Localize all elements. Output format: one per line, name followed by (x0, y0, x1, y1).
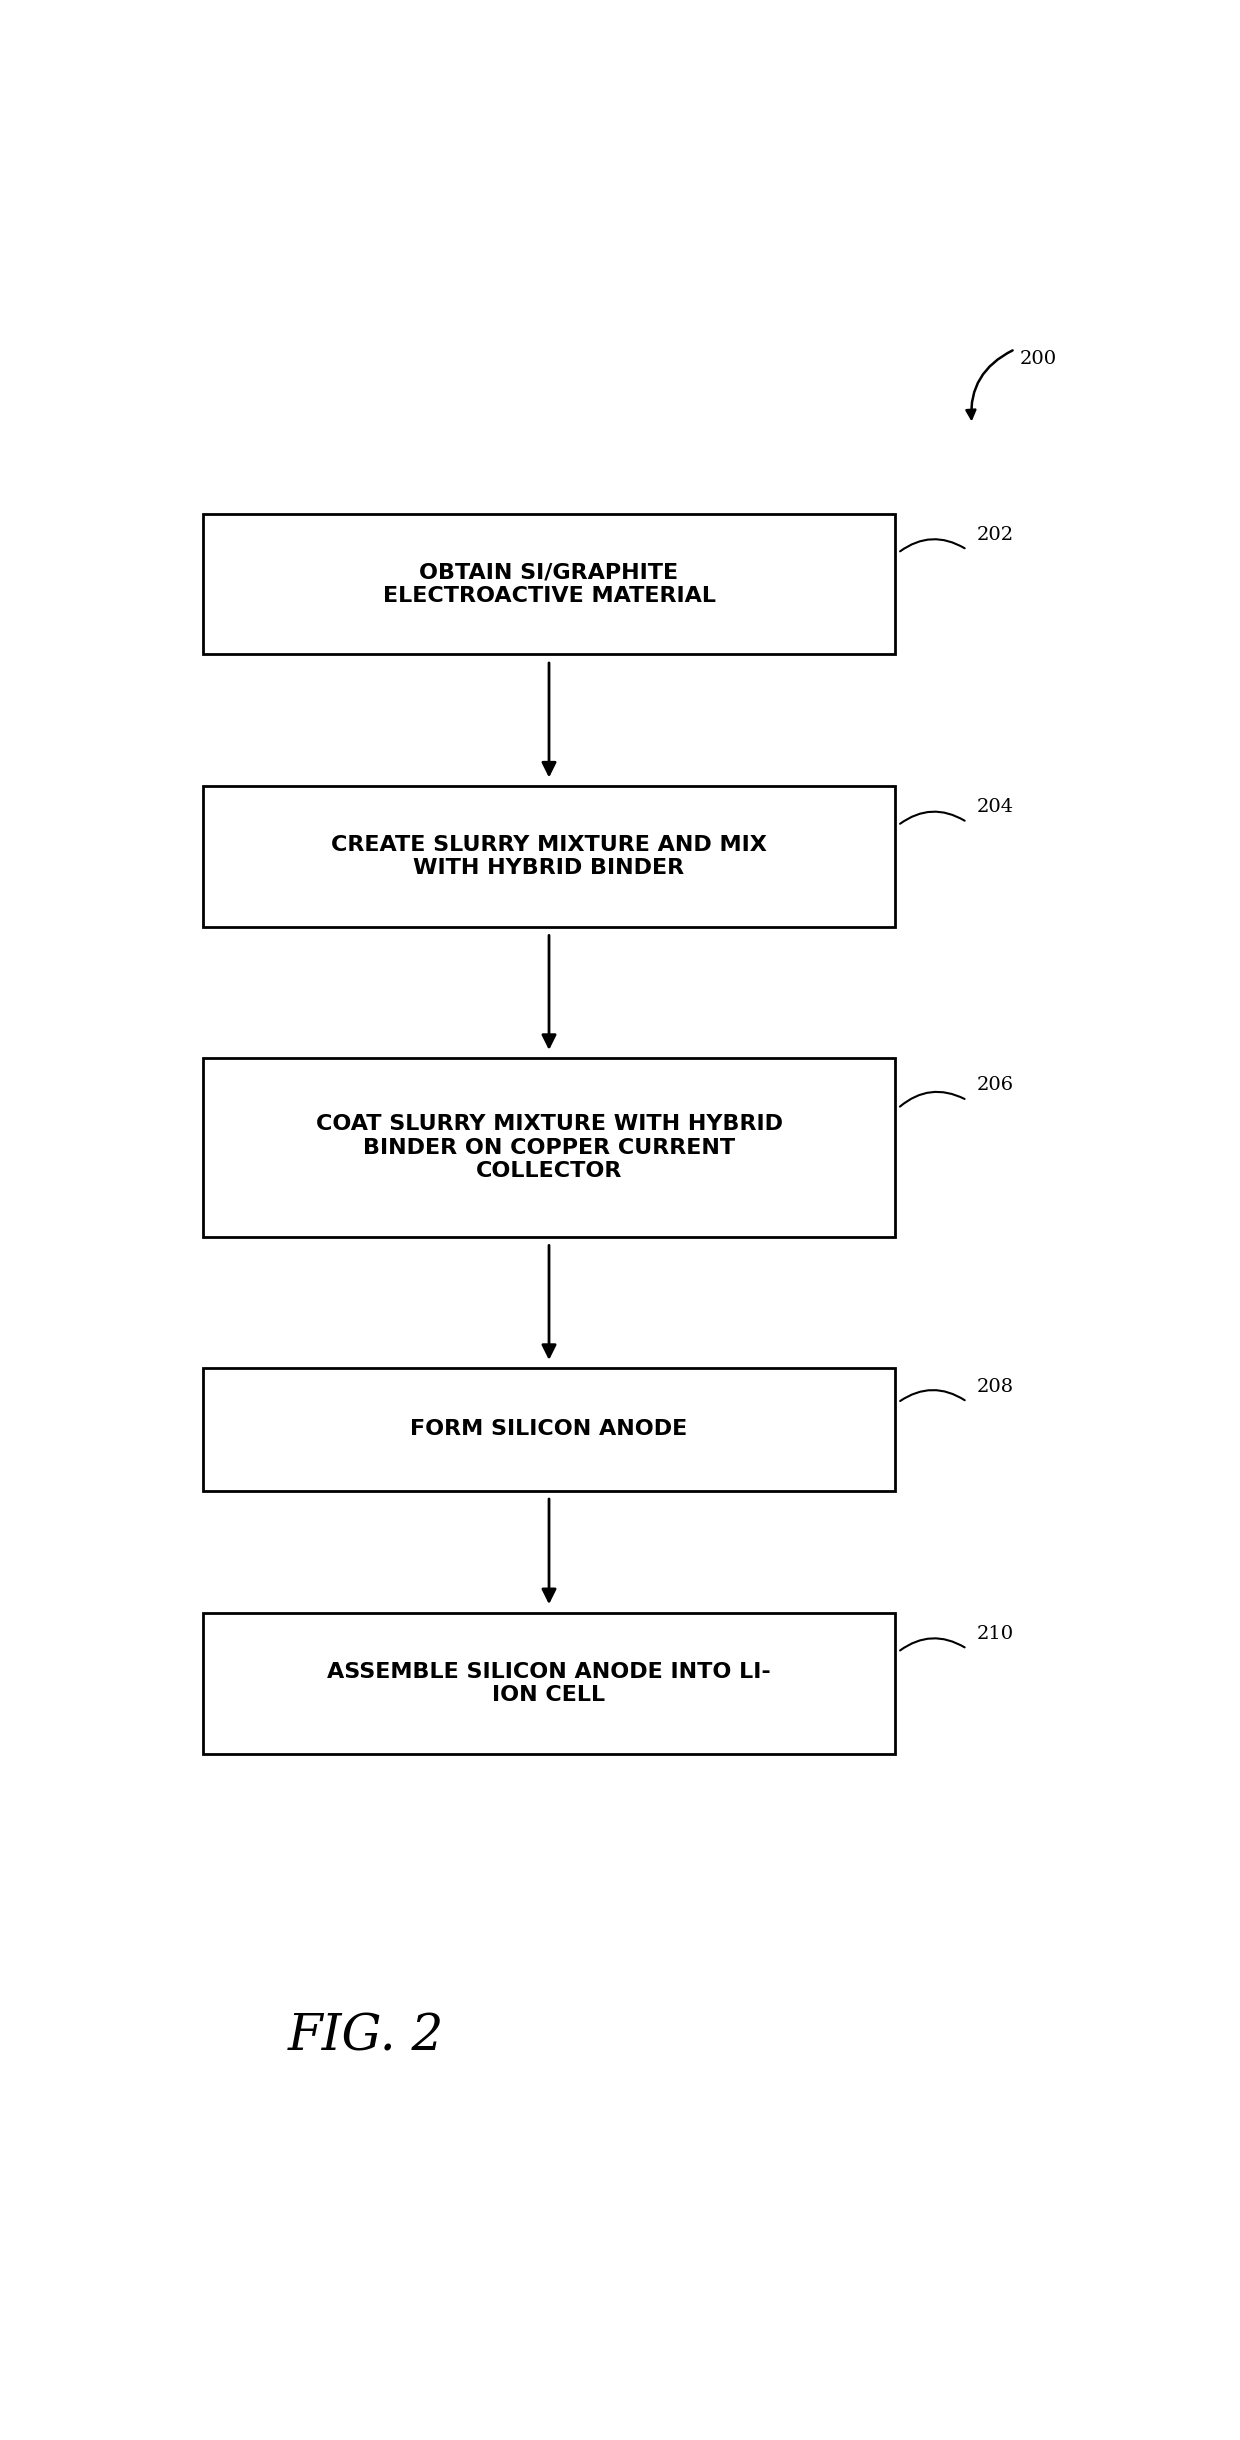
Text: CREATE SLURRY MIXTURE AND MIX
WITH HYBRID BINDER: CREATE SLURRY MIXTURE AND MIX WITH HYBRI… (331, 834, 768, 878)
Text: COAT SLURRY MIXTURE WITH HYBRID
BINDER ON COPPER CURRENT
COLLECTOR: COAT SLURRY MIXTURE WITH HYBRID BINDER O… (315, 1115, 782, 1181)
Text: 204: 204 (977, 798, 1014, 815)
Text: 208: 208 (977, 1379, 1014, 1396)
Text: FORM SILICON ANODE: FORM SILICON ANODE (410, 1420, 688, 1440)
Text: 200: 200 (1019, 349, 1056, 368)
Text: OBTAIN SI/GRAPHITE
ELECTROACTIVE MATERIAL: OBTAIN SI/GRAPHITE ELECTROACTIVE MATERIA… (382, 561, 715, 605)
FancyBboxPatch shape (203, 1059, 895, 1237)
Text: FIG. 2: FIG. 2 (288, 2011, 445, 2062)
Text: ASSEMBLE SILICON ANODE INTO LI-
ION CELL: ASSEMBLE SILICON ANODE INTO LI- ION CELL (327, 1662, 771, 1706)
FancyBboxPatch shape (203, 1369, 895, 1491)
FancyBboxPatch shape (203, 512, 895, 654)
Text: 206: 206 (977, 1076, 1014, 1093)
FancyBboxPatch shape (203, 786, 895, 927)
Text: 202: 202 (977, 525, 1014, 544)
Text: 210: 210 (977, 1625, 1014, 1642)
FancyBboxPatch shape (203, 1613, 895, 1754)
